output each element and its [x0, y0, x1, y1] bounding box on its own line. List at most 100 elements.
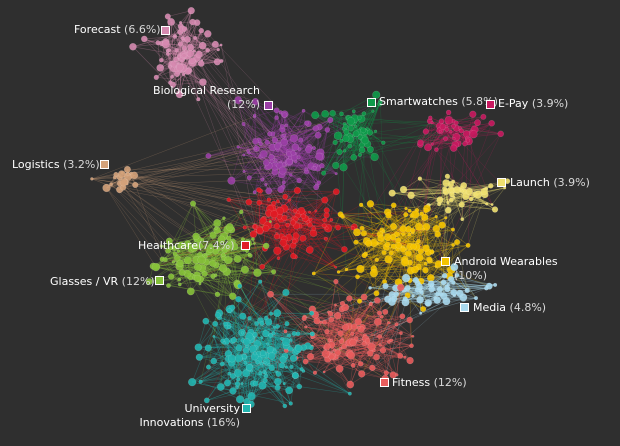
edge [178, 234, 214, 252]
edge [394, 298, 428, 305]
node-fitness [358, 370, 366, 378]
node-fitness [360, 293, 368, 301]
edge [217, 242, 284, 316]
edge [276, 110, 290, 201]
edge [355, 241, 405, 260]
node-bio [274, 142, 281, 150]
node-android [429, 249, 435, 254]
node-android [353, 239, 359, 245]
edge [161, 245, 211, 250]
edge [324, 321, 357, 339]
edge [192, 203, 248, 251]
edge [271, 326, 278, 368]
node-glasses [193, 274, 202, 283]
node-univ [260, 336, 264, 340]
edge [425, 131, 454, 149]
node-glasses [192, 232, 200, 240]
node-fitness [369, 301, 373, 306]
edge [286, 125, 320, 157]
edge [215, 265, 261, 321]
edge [156, 77, 203, 83]
node-smart [333, 131, 343, 140]
edge [327, 191, 337, 229]
node-fitness [357, 325, 361, 330]
edge [419, 241, 458, 258]
node-glasses [224, 256, 233, 265]
edge [192, 203, 197, 238]
node-univ [246, 363, 253, 371]
edge [249, 292, 287, 319]
edge [305, 361, 354, 366]
node-health [293, 186, 301, 194]
edge [454, 266, 468, 291]
node-glasses [209, 231, 217, 239]
edge [381, 316, 411, 361]
node-forecast [170, 74, 175, 79]
node-smart [352, 130, 360, 138]
edge [459, 122, 492, 129]
edge [216, 244, 266, 266]
node-univ [282, 382, 286, 386]
edge [232, 307, 243, 333]
edge [243, 154, 315, 169]
edge [115, 174, 191, 292]
edge [313, 246, 411, 274]
edge [313, 273, 360, 302]
edge [396, 215, 413, 235]
edge [311, 333, 341, 347]
node-forecast [219, 58, 224, 63]
node-launch [436, 196, 444, 204]
edge [200, 368, 302, 383]
node-glasses [262, 242, 270, 250]
edge [353, 326, 361, 364]
edge [392, 237, 411, 281]
edge [379, 289, 405, 345]
edge [273, 218, 289, 238]
node-media [416, 283, 423, 291]
node-fitness [306, 352, 315, 361]
node-glasses [217, 235, 226, 244]
node-launch [388, 189, 396, 197]
node-glasses [212, 248, 219, 255]
node-bio [312, 146, 316, 151]
edge [444, 191, 448, 290]
edge [265, 182, 284, 185]
node-bio [319, 163, 325, 169]
node-launch [448, 197, 454, 203]
node-glasses [213, 219, 222, 227]
edge [213, 336, 223, 365]
label-smartwatches: Smartwatches (5.8%) [379, 95, 498, 108]
node-univ [273, 309, 282, 318]
edge [411, 215, 416, 270]
edge [176, 73, 256, 102]
edge [222, 363, 278, 388]
edge [237, 100, 250, 154]
edge [194, 50, 288, 226]
edge [114, 156, 261, 178]
node-fitness [411, 334, 415, 338]
edge [315, 128, 321, 153]
edge [229, 310, 291, 341]
edge [173, 203, 194, 249]
node-smart [339, 163, 348, 172]
edge [169, 222, 218, 242]
node-bio [284, 123, 289, 128]
edge [200, 63, 245, 172]
edge [336, 304, 371, 359]
marker-university-innovations [242, 404, 251, 413]
edge [471, 198, 487, 205]
edge [335, 144, 363, 166]
edge [360, 324, 397, 365]
node-bio [282, 133, 287, 138]
marker-healthcare [241, 241, 250, 250]
edge [343, 137, 364, 168]
edge [352, 327, 360, 366]
node-smart [332, 139, 338, 146]
edge [121, 159, 276, 175]
node-bio [253, 113, 257, 117]
edge [259, 202, 299, 213]
edge [323, 303, 372, 373]
edge [270, 293, 330, 354]
edge [382, 287, 401, 351]
edge [265, 317, 292, 368]
